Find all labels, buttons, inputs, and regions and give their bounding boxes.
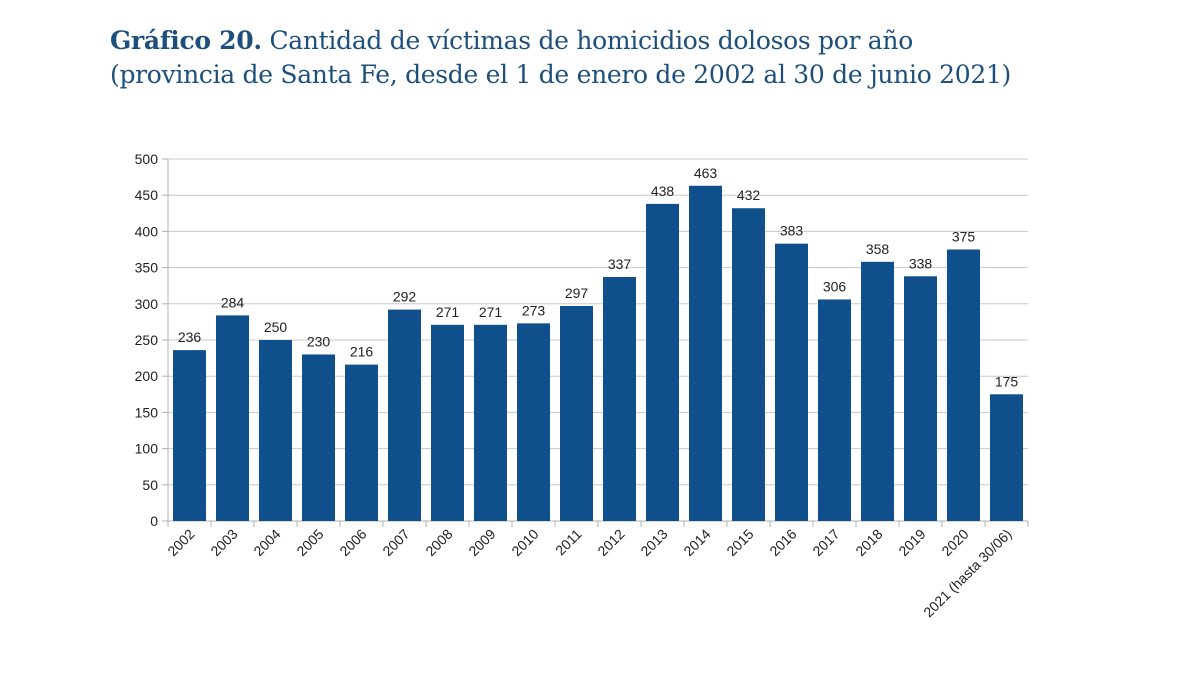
x-tick-label: 2005 [293,526,326,559]
bar [990,394,1023,521]
x-tick-label: 2012 [594,526,627,559]
bar [861,261,894,521]
data-label: 375 [952,229,976,245]
data-label: 273 [522,302,546,318]
bar [689,185,722,521]
x-tick-label: 2004 [250,526,283,559]
y-tick-label: 250 [135,332,159,348]
x-tick-label: 2007 [379,526,412,559]
bar [345,364,378,521]
data-label: 306 [823,278,847,294]
bar [904,276,937,521]
data-label: 271 [436,304,460,320]
x-tick-label: 2018 [852,526,885,559]
data-label: 216 [350,344,374,360]
chart-title: Gráfico 20. Cantidad de víctimas de homi… [110,24,1011,92]
data-label: 438 [651,183,675,199]
y-tick-label: 100 [135,441,159,457]
data-label: 236 [178,329,202,345]
bar [775,243,808,521]
x-tick-label: 2011 [552,526,585,559]
x-tick-label: 2013 [637,526,670,559]
data-label: 337 [608,256,632,272]
data-label: 230 [307,333,331,349]
x-tick-label: 2002 [164,526,197,559]
x-tick-label: 2008 [422,526,455,559]
chart-title-line1: Cantidad de víctimas de homicidios dolos… [269,26,913,55]
data-label: 297 [565,285,589,301]
bar [216,315,249,521]
data-label: 338 [909,255,933,271]
data-label: 432 [737,187,761,203]
x-tick-label: 2020 [938,526,971,559]
bar [302,354,335,521]
y-tick-label: 400 [135,223,159,239]
bar [818,299,851,521]
y-tick-label: 300 [135,296,159,312]
data-label: 463 [694,165,718,181]
data-label: 383 [780,223,804,239]
y-tick-label: 450 [135,187,159,203]
x-tick-label: 2016 [766,526,799,559]
data-label: 284 [221,294,245,310]
x-tick-label: 2003 [207,526,240,559]
x-tick-label: 2006 [336,526,369,559]
bar [517,323,550,521]
y-tick-label: 50 [142,477,158,493]
y-tick-label: 150 [135,404,159,420]
chart-subtitle: (provincia de Santa Fe, desde el 1 de en… [110,60,1012,89]
x-tick-label: 2009 [465,526,498,559]
x-tick-label: 2015 [723,526,756,559]
bar [646,203,679,521]
bar [603,277,636,521]
y-tick-label: 350 [135,260,159,276]
x-tick-label: 2017 [809,526,842,559]
bar [732,208,765,521]
bar [560,305,593,521]
chart-title-bold: Gráfico 20. [110,26,262,55]
data-label: 358 [866,241,890,257]
y-tick-label: 500 [135,151,159,167]
y-tick-label: 0 [150,513,158,529]
data-label: 271 [479,304,503,320]
x-tick-label: 2019 [895,526,928,559]
x-tick-label: 2010 [508,526,541,559]
x-tick-label: 2014 [680,526,713,559]
bar [388,309,421,521]
data-label: 292 [393,289,417,305]
y-tick-label: 200 [135,368,159,384]
bar [173,350,206,521]
bar [474,324,507,521]
bar [947,249,980,521]
bar [431,324,464,521]
data-label: 250 [264,319,288,335]
bar [259,340,292,521]
data-label: 175 [995,373,1019,389]
